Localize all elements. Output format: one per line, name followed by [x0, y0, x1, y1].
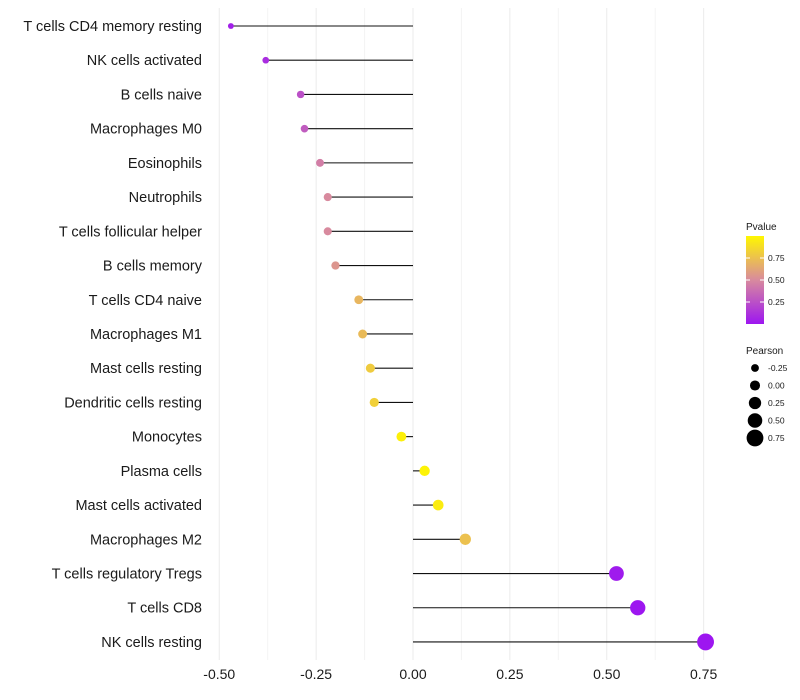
size-legend-label: 0.75 — [768, 433, 785, 443]
size-legend-label: 0.00 — [768, 381, 785, 391]
x-tick-label: 0.25 — [496, 666, 523, 682]
size-legend-key — [749, 380, 761, 391]
color-legend-label: 0.75 — [768, 253, 785, 263]
lollipop-point — [354, 295, 364, 305]
lollipop-point — [316, 158, 324, 167]
lollipop-point — [432, 499, 444, 511]
lollipop-point — [323, 227, 332, 236]
y-tick-label: T cells CD8 — [127, 601, 202, 617]
lollipop-point — [323, 193, 332, 202]
lollipop-point — [697, 633, 714, 651]
lollipop-point — [365, 363, 375, 373]
y-tick-label: Eosinophils — [128, 156, 202, 172]
y-tick-label: Macrophages M2 — [90, 532, 202, 548]
lollipop-point — [358, 329, 368, 339]
stem-layer — [230, 25, 706, 643]
y-tick-label: T cells CD4 memory resting — [23, 19, 202, 35]
color-legend-label: 0.50 — [768, 275, 785, 285]
color-legend-label: 0.25 — [768, 297, 785, 307]
lollipop-point — [459, 533, 471, 545]
y-tick-label: Neutrophils — [129, 190, 202, 206]
x-axis-labels: -0.50 -0.25 0.00 0.25 0.50 0.75 — [203, 666, 717, 682]
color-legend-title: Pvalue — [746, 222, 777, 233]
y-tick-label: Dendritic cells resting — [64, 395, 202, 411]
grid-layer — [218, 8, 705, 660]
color-legend-ticks: 0.25 0.50 0.75 — [746, 253, 785, 307]
y-tick-label: T cells CD4 naive — [89, 293, 202, 309]
y-tick-label: Macrophages M1 — [90, 327, 202, 343]
size-legend-label: 0.25 — [768, 398, 785, 408]
lollipop-point — [369, 397, 379, 408]
x-tick-label: -0.50 — [203, 666, 235, 682]
lollipop-point — [331, 261, 340, 270]
lollipop-point — [630, 600, 646, 616]
y-tick-label: Mast cells resting — [90, 361, 202, 377]
lollipop-point — [300, 124, 309, 133]
x-tick-label: 0.50 — [593, 666, 620, 682]
y-tick-label: NK cells resting — [101, 635, 202, 651]
lollipop-point — [419, 465, 430, 477]
x-tick-label: 0.00 — [399, 666, 426, 682]
x-tick-label: -0.25 — [300, 666, 332, 682]
size-legend-key — [746, 429, 764, 447]
y-tick-label: NK cells activated — [87, 53, 202, 69]
lollipop-point — [609, 566, 624, 581]
y-tick-label: T cells regulatory Tregs — [52, 567, 202, 583]
size-legend-key — [747, 413, 763, 428]
lollipop-point — [227, 23, 234, 29]
point-layer — [227, 23, 714, 651]
size-legend-label: -0.25 — [768, 363, 788, 373]
legend: Pvalue 0.25 0.50 0.75 Pearson -0.25 0.00 0.2… — [746, 222, 788, 447]
size-legend-keys: -0.25 0.00 0.25 0.50 0.75 — [746, 363, 788, 447]
y-tick-label: T cells follicular helper — [59, 224, 202, 240]
color-legend-bar — [746, 236, 764, 324]
lollipop-point — [296, 90, 305, 99]
size-legend-title: Pearson — [746, 346, 783, 357]
y-tick-label: B cells memory — [103, 259, 203, 275]
lollipop-point — [262, 56, 270, 64]
y-tick-label: B cells naive — [121, 87, 202, 103]
x-tick-label: 0.75 — [690, 666, 717, 682]
y-axis-labels: T cells CD4 memory resting NK cells activ… — [23, 19, 202, 651]
size-legend-label: 0.50 — [768, 416, 785, 426]
y-tick-label: Plasma cells — [121, 464, 202, 480]
y-tick-label: Monocytes — [132, 430, 202, 446]
y-tick-label: Macrophages M0 — [90, 122, 202, 138]
size-legend-key — [751, 364, 759, 372]
lollipop-point — [396, 431, 407, 442]
y-tick-label: Mast cells activated — [75, 498, 202, 514]
size-legend-key — [748, 396, 762, 410]
